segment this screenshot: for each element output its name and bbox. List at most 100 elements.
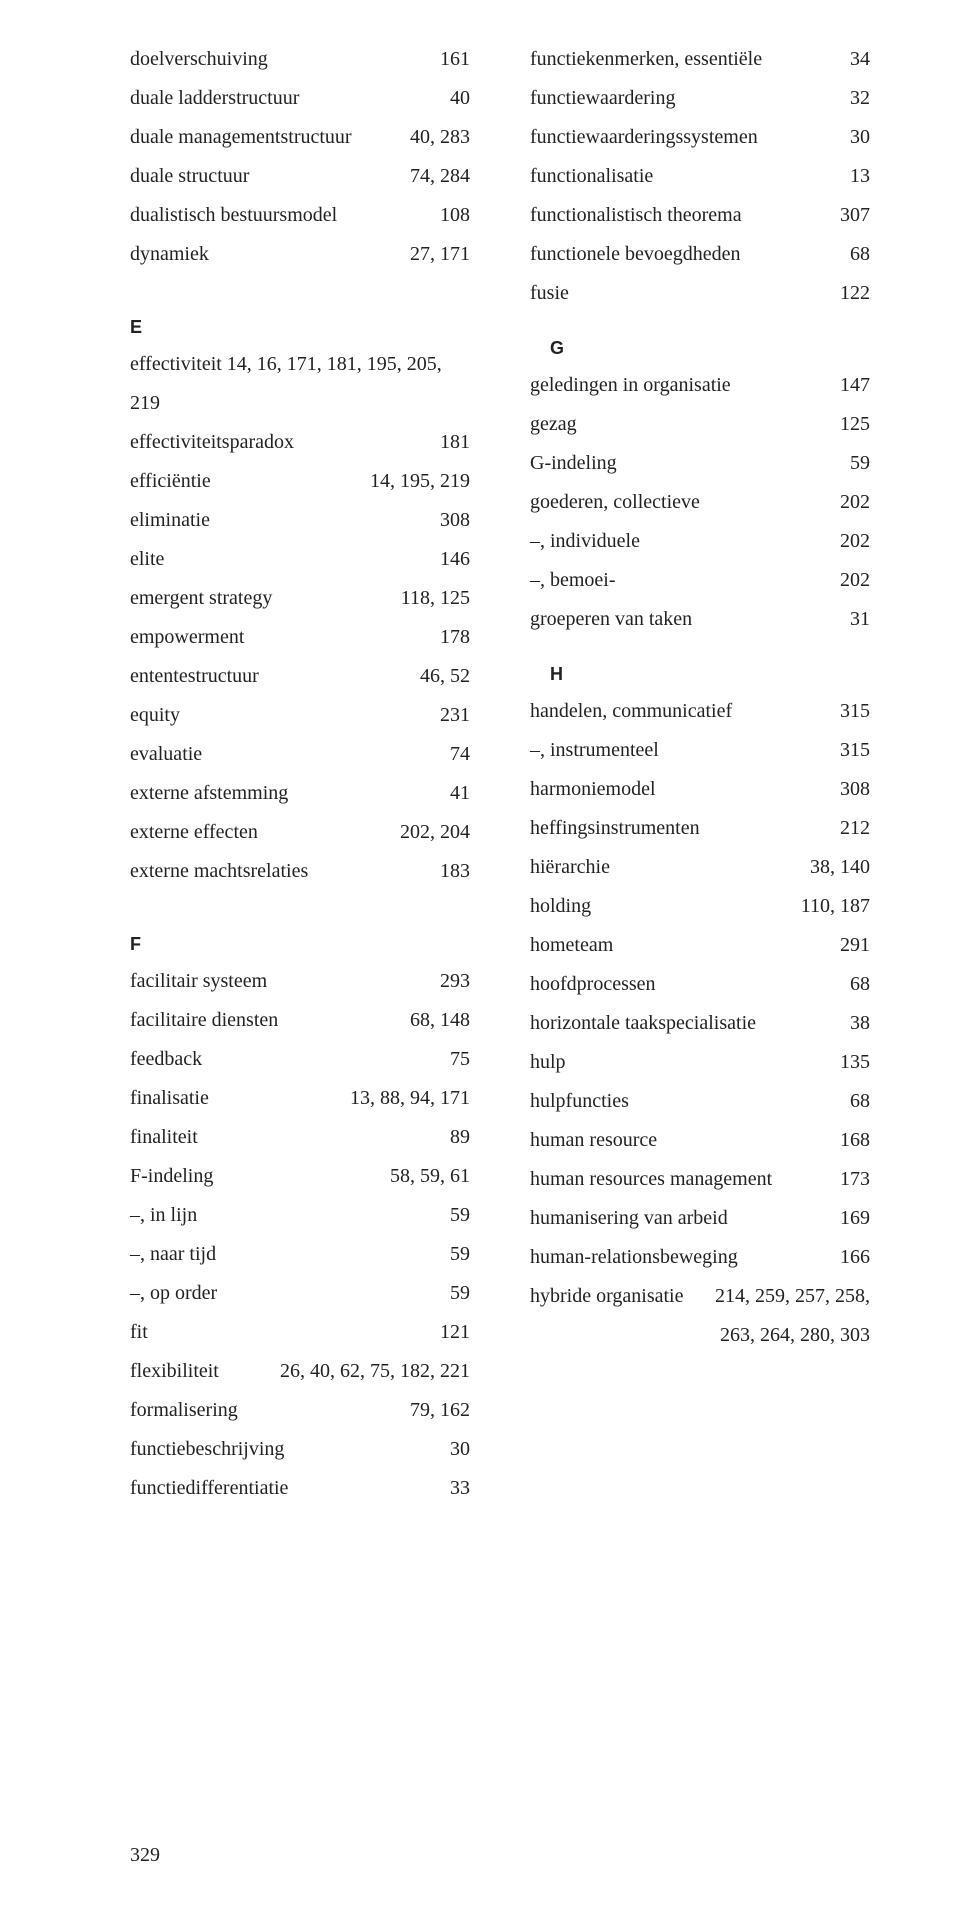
section-letter: G [530, 331, 870, 366]
index-pages: 46, 52 [420, 657, 470, 696]
index-term: goederen, collectieve [530, 483, 700, 522]
index-pages: 202 [840, 483, 870, 522]
index-term: functionalisatie [530, 157, 653, 196]
index-page: doelverschuiving161duale ladderstructuur… [0, 0, 960, 1907]
index-term: efficiëntie [130, 462, 211, 501]
right-column: functiekenmerken, essentiële34functiewaa… [530, 40, 870, 1508]
left-column: doelverschuiving161duale ladderstructuur… [130, 40, 470, 1508]
index-pages: 13, 88, 94, 171 [350, 1079, 470, 1118]
index-entry: functiedifferentiatie33 [130, 1469, 470, 1508]
index-pages: 307 [840, 196, 870, 235]
index-entry: externe machtsrelaties 183 [130, 852, 470, 891]
index-entry: fusie122 [530, 274, 870, 313]
index-entry: flexibiliteit 26, 40, 62, 75, 182, 221 [130, 1352, 470, 1391]
index-term: equity [130, 696, 180, 735]
index-entry: human-relationsbeweging166 [530, 1238, 870, 1277]
index-entry: human resources management173 [530, 1160, 870, 1199]
index-term: externe machtsrelaties [130, 852, 308, 891]
index-pages: 122 [840, 274, 870, 313]
index-entry: doelverschuiving161 [130, 40, 470, 79]
index-pages: 183 [440, 852, 470, 891]
index-pages: 108 [440, 196, 470, 235]
index-entry: hulp 135 [530, 1043, 870, 1082]
index-pages: 74 [450, 735, 470, 774]
index-entry: ententestructuur 46, 52 [130, 657, 470, 696]
index-pages: 26, 40, 62, 75, 182, 221 [280, 1352, 470, 1391]
index-pages: 315 [840, 731, 870, 770]
index-pages: 181 [440, 423, 470, 462]
index-pages: 168 [840, 1121, 870, 1160]
index-entry: fit121 [130, 1313, 470, 1352]
gap [130, 891, 470, 909]
index-pages: 59 [450, 1235, 470, 1274]
index-pages: 34 [850, 40, 870, 79]
index-term: gezag [530, 405, 577, 444]
index-term: duale managementstructuur [130, 118, 352, 157]
index-pages: 291 [840, 926, 870, 965]
index-entry: F-indeling58, 59, 61 [130, 1157, 470, 1196]
index-term: geledingen in organisatie [530, 366, 731, 405]
index-pages: 41 [450, 774, 470, 813]
index-pages: 59 [450, 1196, 470, 1235]
index-term: doelverschuiving [130, 40, 268, 79]
index-entry: functionele bevoegdheden68 [530, 235, 870, 274]
index-entry: externe afstemming41 [130, 774, 470, 813]
index-term: facilitaire diensten [130, 1001, 278, 1040]
index-entry-continuation: 263, 264, 280, 303 [530, 1316, 870, 1355]
index-term: flexibiliteit [130, 1352, 219, 1391]
index-term: effectiviteitsparadox [130, 423, 294, 462]
index-pages: 38, 140 [810, 848, 870, 887]
index-term: groeperen van taken [530, 600, 692, 639]
index-term: duale structuur [130, 157, 249, 196]
index-entry: facilitair systeem293 [130, 962, 470, 1001]
index-term: hulp [530, 1043, 566, 1082]
index-pages: 169 [840, 1199, 870, 1238]
index-pages: 121 [440, 1313, 470, 1352]
index-entry: –, naar tijd59 [130, 1235, 470, 1274]
index-pages: 14, 195, 219 [370, 462, 470, 501]
index-term: hybride organisatie [530, 1277, 683, 1316]
index-term: –, instrumenteel [530, 731, 659, 770]
index-term: holding [530, 887, 591, 926]
index-pages: 293 [440, 962, 470, 1001]
index-term: ententestructuur [130, 657, 259, 696]
index-entry: –, bemoei-202 [530, 561, 870, 600]
index-pages: 31 [850, 600, 870, 639]
index-entry: eliminatie308 [130, 501, 470, 540]
index-pages: 27, 171 [410, 235, 470, 274]
index-pages: 135 [840, 1043, 870, 1082]
index-term: handelen, communicatief [530, 692, 732, 731]
index-entry: hometeam291 [530, 926, 870, 965]
index-pages: 125 [840, 405, 870, 444]
index-entry: dynamiek 27, 171 [130, 235, 470, 274]
index-entry: duale managementstructuur40, 283 [130, 118, 470, 157]
index-pages: 147 [840, 366, 870, 405]
index-pages: 146 [440, 540, 470, 579]
index-term: horizontale taakspecialisatie [530, 1004, 756, 1043]
index-pages: 118, 125 [401, 579, 470, 618]
index-term: functiekenmerken, essentiële [530, 40, 762, 79]
index-term: –, op order [130, 1274, 217, 1313]
index-entry: –, op order59 [130, 1274, 470, 1313]
index-term: dynamiek [130, 235, 209, 274]
section-letter: F [130, 927, 470, 962]
index-term: finalisatie [130, 1079, 209, 1118]
index-pages: 30 [850, 118, 870, 157]
index-term: functiewaarderingssystemen [530, 118, 758, 157]
index-pages: 89 [450, 1118, 470, 1157]
index-entry: functiewaardering32 [530, 79, 870, 118]
section-letter: E [130, 310, 470, 345]
index-term: G-indeling [530, 444, 617, 483]
index-term: –, in lijn [130, 1196, 197, 1235]
index-entry: groeperen van taken 31 [530, 600, 870, 639]
index-term: –, individuele [530, 522, 640, 561]
index-entry: effectiviteitsparadox 181 [130, 423, 470, 462]
index-term: harmoniemodel [530, 770, 656, 809]
index-term: empowerment [130, 618, 244, 657]
index-pages: 79, 162 [410, 1391, 470, 1430]
index-entry: functiebeschrijving30 [130, 1430, 470, 1469]
index-term: functiebeschrijving [130, 1430, 284, 1469]
index-term: externe effecten [130, 813, 258, 852]
index-entry: handelen, communicatief315 [530, 692, 870, 731]
index-term: functiewaardering [530, 79, 675, 118]
